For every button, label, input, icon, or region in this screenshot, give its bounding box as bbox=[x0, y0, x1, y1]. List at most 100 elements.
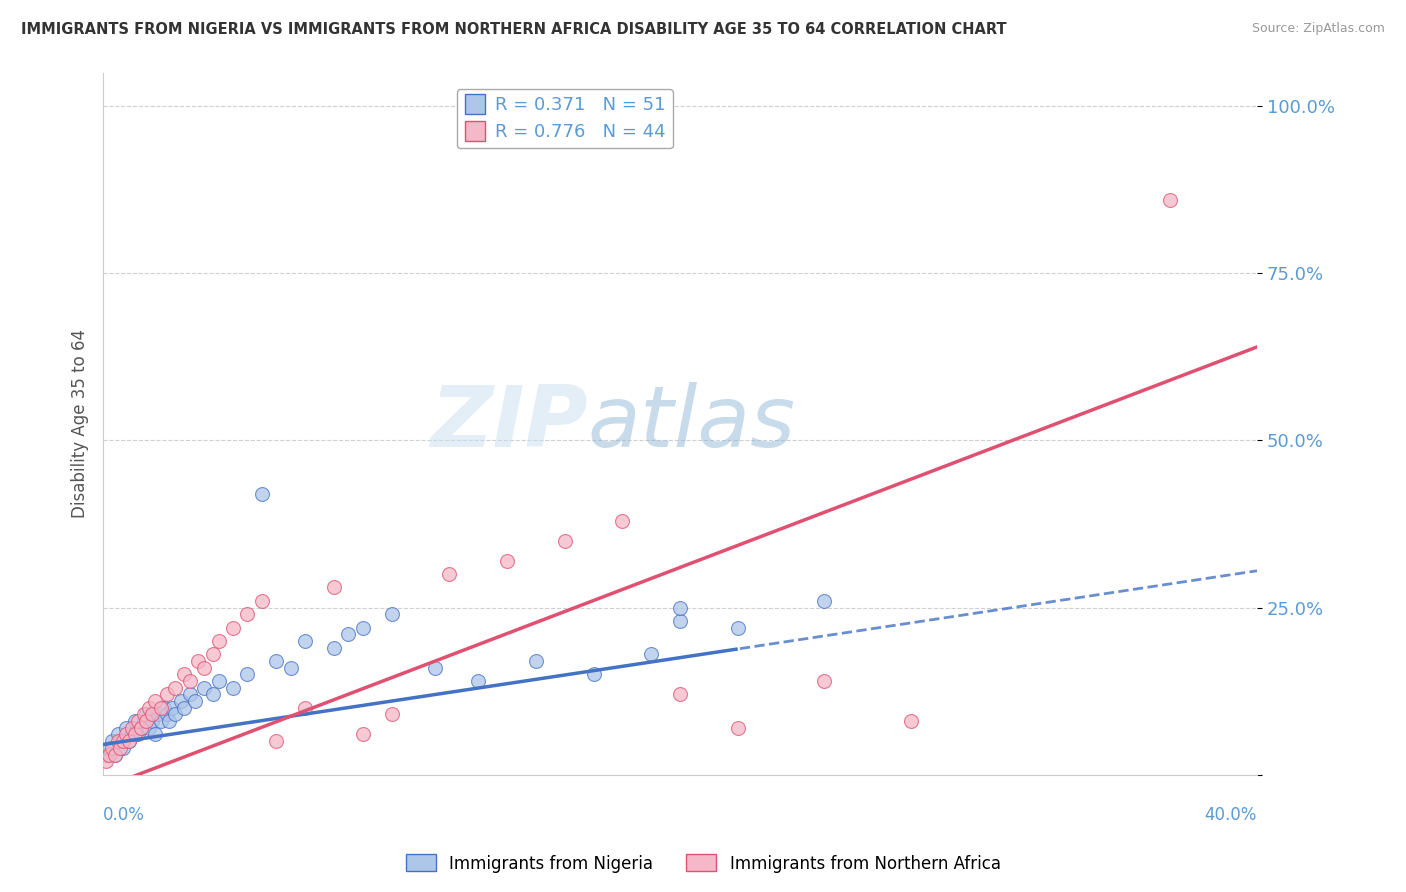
Point bbox=[352, 621, 374, 635]
Point bbox=[236, 607, 259, 622]
Point bbox=[165, 681, 187, 695]
Point bbox=[337, 627, 360, 641]
Point bbox=[201, 648, 224, 662]
Point bbox=[135, 707, 157, 722]
Point bbox=[524, 654, 547, 668]
Point bbox=[322, 640, 344, 655]
Text: 40.0%: 40.0% bbox=[1205, 806, 1257, 824]
Point bbox=[110, 740, 132, 755]
Point bbox=[294, 634, 316, 648]
Point bbox=[135, 714, 157, 728]
Point bbox=[129, 721, 152, 735]
Point bbox=[132, 714, 155, 728]
Point bbox=[141, 714, 163, 728]
Point bbox=[236, 667, 259, 681]
Point bbox=[94, 747, 117, 762]
Point bbox=[727, 621, 749, 635]
Point bbox=[264, 734, 287, 748]
Point bbox=[294, 700, 316, 714]
Point bbox=[201, 687, 224, 701]
Point bbox=[496, 554, 519, 568]
Point bbox=[165, 707, 187, 722]
Point bbox=[132, 707, 155, 722]
Text: atlas: atlas bbox=[588, 383, 796, 466]
Point bbox=[94, 754, 117, 768]
Point bbox=[97, 747, 120, 762]
Point bbox=[118, 734, 141, 748]
Point bbox=[146, 707, 169, 722]
Text: ZIP: ZIP bbox=[430, 383, 588, 466]
Point bbox=[112, 740, 135, 755]
Point bbox=[423, 661, 446, 675]
Point bbox=[280, 661, 302, 675]
Point bbox=[110, 734, 132, 748]
Point bbox=[640, 648, 662, 662]
Point bbox=[124, 727, 146, 741]
Point bbox=[727, 721, 749, 735]
Point bbox=[149, 700, 172, 714]
Point bbox=[149, 714, 172, 728]
Point bbox=[612, 514, 634, 528]
Point bbox=[115, 727, 138, 741]
Point bbox=[129, 721, 152, 735]
Point bbox=[179, 673, 201, 688]
Point bbox=[813, 594, 835, 608]
Point bbox=[381, 707, 404, 722]
Point bbox=[193, 681, 215, 695]
Text: 0.0%: 0.0% bbox=[103, 806, 145, 824]
Point bbox=[155, 687, 177, 701]
Point bbox=[101, 734, 124, 748]
Text: Source: ZipAtlas.com: Source: ZipAtlas.com bbox=[1251, 22, 1385, 36]
Point bbox=[187, 654, 209, 668]
Y-axis label: Disability Age 35 to 64: Disability Age 35 to 64 bbox=[72, 329, 89, 518]
Point bbox=[322, 581, 344, 595]
Point bbox=[184, 694, 207, 708]
Point bbox=[173, 667, 195, 681]
Point bbox=[104, 747, 127, 762]
Point bbox=[115, 721, 138, 735]
Point bbox=[554, 533, 576, 548]
Point bbox=[467, 673, 489, 688]
Point bbox=[207, 673, 229, 688]
Point bbox=[582, 667, 605, 681]
Point bbox=[143, 694, 166, 708]
Point bbox=[118, 734, 141, 748]
Point bbox=[127, 714, 149, 728]
Point bbox=[179, 687, 201, 701]
Point bbox=[813, 673, 835, 688]
Point bbox=[138, 721, 160, 735]
Point bbox=[207, 634, 229, 648]
Point bbox=[107, 734, 129, 748]
Point bbox=[141, 707, 163, 722]
Point bbox=[193, 661, 215, 675]
Point bbox=[97, 740, 120, 755]
Point bbox=[127, 727, 149, 741]
Point bbox=[107, 727, 129, 741]
Point bbox=[439, 567, 461, 582]
Point bbox=[381, 607, 404, 622]
Point bbox=[170, 694, 193, 708]
Point bbox=[173, 700, 195, 714]
Point bbox=[121, 721, 143, 735]
Point bbox=[155, 707, 177, 722]
Point bbox=[222, 681, 245, 695]
Legend: R = 0.371   N = 51, R = 0.776   N = 44: R = 0.371 N = 51, R = 0.776 N = 44 bbox=[457, 89, 672, 148]
Point bbox=[900, 714, 922, 728]
Point bbox=[222, 621, 245, 635]
Point bbox=[124, 714, 146, 728]
Point bbox=[112, 734, 135, 748]
Point bbox=[1159, 193, 1181, 207]
Point bbox=[352, 727, 374, 741]
Point bbox=[143, 727, 166, 741]
Point bbox=[669, 687, 692, 701]
Legend: Immigrants from Nigeria, Immigrants from Northern Africa: Immigrants from Nigeria, Immigrants from… bbox=[399, 847, 1007, 880]
Point bbox=[159, 714, 181, 728]
Point bbox=[162, 700, 184, 714]
Point bbox=[669, 614, 692, 628]
Point bbox=[121, 727, 143, 741]
Point bbox=[138, 700, 160, 714]
Point bbox=[104, 747, 127, 762]
Point bbox=[250, 594, 273, 608]
Point bbox=[264, 654, 287, 668]
Point bbox=[669, 600, 692, 615]
